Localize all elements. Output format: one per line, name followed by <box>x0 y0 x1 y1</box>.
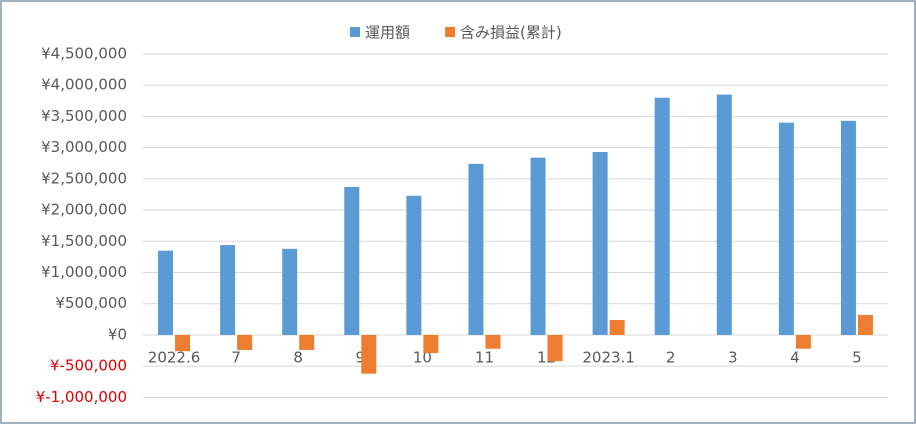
y-tick-label: ¥3,000,000 <box>41 138 127 156</box>
x-tick-label: 5 <box>852 349 862 367</box>
x-tick-label: 3 <box>728 349 738 367</box>
bar <box>795 334 811 349</box>
bar <box>857 314 873 335</box>
y-tick-label: ¥1,500,000 <box>41 232 127 250</box>
bar <box>344 186 360 335</box>
y-tick-label: ¥-1,000,000 <box>36 388 127 406</box>
bar <box>778 122 794 335</box>
x-tick-label: 2022.6 <box>148 349 201 367</box>
bar <box>592 152 608 335</box>
bar <box>530 157 546 335</box>
bar <box>547 334 563 362</box>
legend-label: 運用額 <box>365 24 410 42</box>
bar <box>716 94 732 335</box>
legend-label: 含み損益(累計) <box>460 24 562 42</box>
bar <box>361 334 377 374</box>
x-tick-label: 11 <box>475 349 494 367</box>
bar <box>423 334 439 354</box>
bar <box>468 163 484 335</box>
y-tick-label: ¥0 <box>108 325 127 343</box>
bar <box>406 195 422 335</box>
bar <box>282 248 298 335</box>
x-tick-label: 2023.1 <box>582 349 635 367</box>
y-tick-label: ¥4,500,000 <box>41 45 127 63</box>
x-tick-label: 4 <box>790 349 800 367</box>
bar <box>299 334 315 350</box>
bar <box>485 334 501 349</box>
legend-swatch <box>445 27 456 37</box>
x-tick-label: 9 <box>356 349 366 367</box>
bar <box>237 334 253 350</box>
y-tick-label: ¥4,000,000 <box>41 76 127 94</box>
x-tick-label: 7 <box>231 349 241 367</box>
x-tick-label: 2 <box>666 349 676 367</box>
legend-swatch <box>350 27 360 37</box>
bar <box>654 97 670 335</box>
y-tick-label: ¥3,500,000 <box>41 107 127 125</box>
y-tick-label: ¥2,000,000 <box>41 201 127 219</box>
y-tick-label: ¥500,000 <box>55 294 127 312</box>
bar <box>609 319 625 335</box>
y-tick-label: ¥1,000,000 <box>41 263 127 281</box>
x-tick-label: 8 <box>293 349 303 367</box>
bar <box>158 250 174 335</box>
bar <box>220 245 236 335</box>
y-tick-label: ¥-500,000 <box>50 357 127 375</box>
bar <box>175 334 191 352</box>
y-tick-label: ¥2,500,000 <box>41 169 127 187</box>
bar <box>840 120 856 335</box>
